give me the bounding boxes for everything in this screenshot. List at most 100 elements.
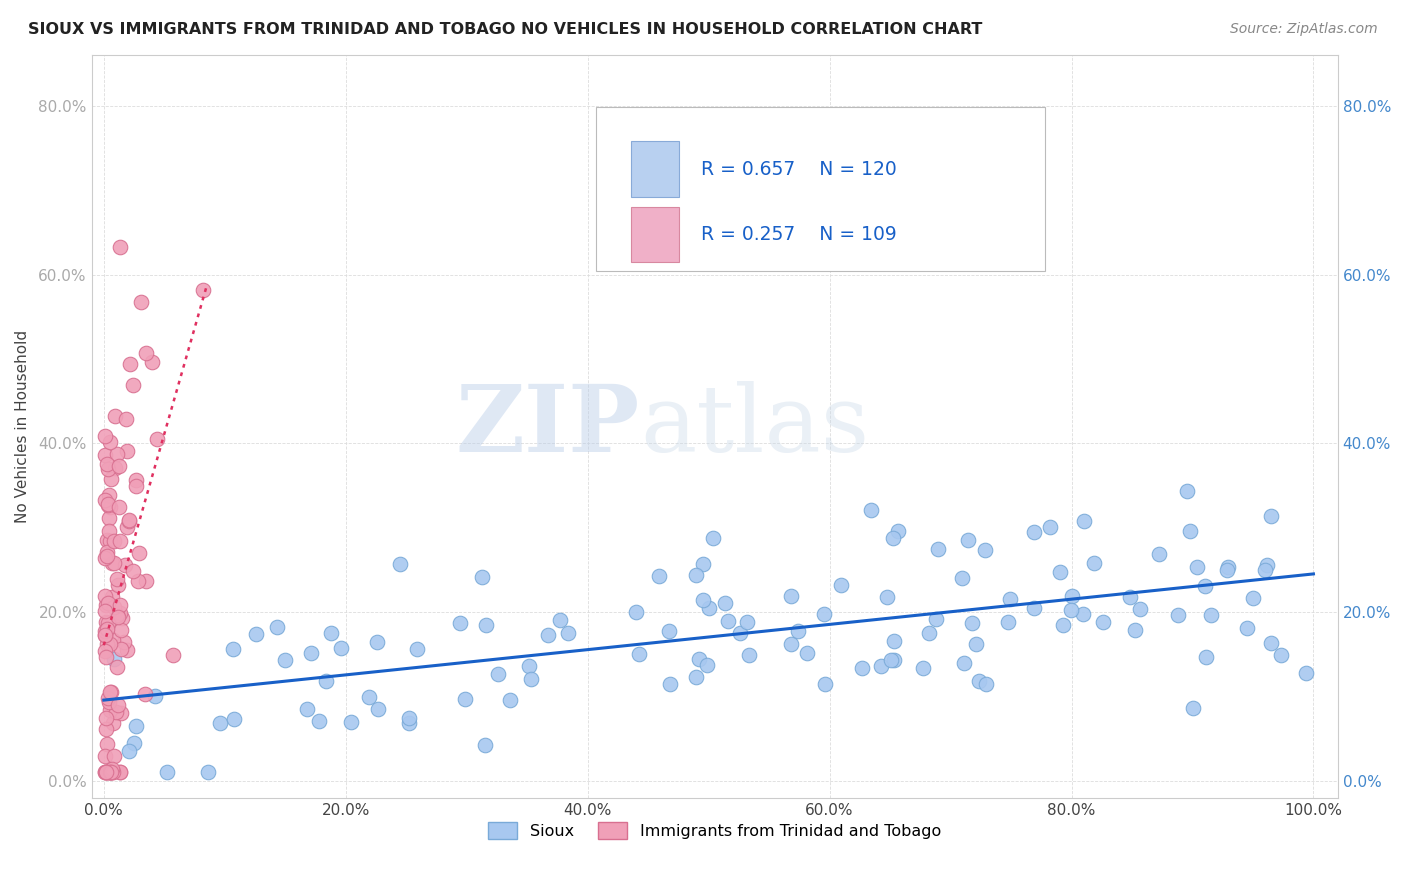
Point xyxy=(103,557,125,571)
Point xyxy=(887,524,910,539)
Point xyxy=(730,626,752,640)
Point xyxy=(108,534,131,549)
Point xyxy=(97,596,120,610)
Point xyxy=(1147,547,1170,561)
Point xyxy=(692,593,714,607)
Point xyxy=(115,643,138,657)
Point xyxy=(98,637,121,651)
Point xyxy=(367,702,389,716)
Point xyxy=(965,637,987,651)
Point xyxy=(98,435,121,450)
Point xyxy=(1253,563,1275,577)
Point xyxy=(851,661,873,675)
Point xyxy=(103,749,125,764)
Point xyxy=(100,765,122,780)
Point xyxy=(1167,607,1189,622)
Point xyxy=(659,676,682,690)
Point xyxy=(103,652,125,666)
Point xyxy=(94,765,117,780)
Point xyxy=(125,719,148,733)
Point xyxy=(883,652,905,666)
Point xyxy=(110,598,132,612)
Point xyxy=(120,357,142,371)
Point xyxy=(97,462,120,476)
Point xyxy=(115,412,138,426)
Point xyxy=(191,284,214,298)
Point xyxy=(876,591,898,605)
Point xyxy=(128,546,150,560)
Point xyxy=(1199,607,1222,622)
Point xyxy=(997,615,1019,629)
Point xyxy=(882,531,904,545)
Point xyxy=(110,240,132,254)
Point xyxy=(880,653,903,667)
Point xyxy=(779,589,801,603)
Point xyxy=(813,607,835,621)
Point xyxy=(486,667,509,681)
Point xyxy=(103,765,125,780)
Point xyxy=(266,620,288,634)
Point xyxy=(1060,603,1083,617)
Point xyxy=(780,637,803,651)
Point xyxy=(308,714,330,728)
Point xyxy=(107,458,129,473)
Point xyxy=(103,600,125,615)
Text: SIOUX VS IMMIGRANTS FROM TRINIDAD AND TOBAGO NO VEHICLES IN HOUSEHOLD CORRELATIO: SIOUX VS IMMIGRANTS FROM TRINIDAD AND TO… xyxy=(28,22,983,37)
Point xyxy=(1052,617,1074,632)
Point xyxy=(1215,562,1237,576)
Point xyxy=(274,653,297,667)
Point xyxy=(110,606,132,620)
Point xyxy=(125,479,148,493)
Point xyxy=(796,646,818,660)
Point xyxy=(94,765,117,780)
FancyBboxPatch shape xyxy=(631,141,679,197)
Point xyxy=(517,658,540,673)
Point xyxy=(103,533,125,548)
Point xyxy=(1270,648,1292,663)
Point xyxy=(127,574,149,588)
Point xyxy=(107,607,129,622)
Point xyxy=(98,534,121,549)
Point xyxy=(1260,508,1282,523)
Point xyxy=(499,693,522,707)
Point xyxy=(883,634,905,648)
Point xyxy=(1129,602,1152,616)
Point xyxy=(814,676,837,690)
FancyBboxPatch shape xyxy=(596,107,1045,270)
Point xyxy=(295,702,318,716)
Point xyxy=(96,598,118,612)
Point xyxy=(1060,589,1083,603)
Point xyxy=(107,610,129,624)
Point xyxy=(1260,635,1282,649)
Point xyxy=(648,569,671,583)
Point xyxy=(105,706,128,720)
Point xyxy=(98,765,121,780)
Point xyxy=(135,574,157,589)
Point xyxy=(1236,621,1258,635)
Point xyxy=(735,615,758,629)
Point xyxy=(97,616,120,631)
Point xyxy=(96,765,118,780)
Point xyxy=(340,714,363,729)
Point xyxy=(548,613,571,627)
Point xyxy=(135,346,157,360)
Point xyxy=(911,661,934,675)
Point xyxy=(454,691,477,706)
Point xyxy=(107,572,129,586)
Point xyxy=(101,763,124,777)
Point xyxy=(688,652,710,666)
Point xyxy=(859,503,882,517)
Point xyxy=(998,591,1021,606)
Point xyxy=(122,378,145,392)
Point xyxy=(94,428,117,442)
Point xyxy=(702,531,724,545)
Point xyxy=(927,542,949,557)
Point xyxy=(110,642,132,657)
Point xyxy=(118,514,141,528)
Point xyxy=(1180,524,1202,538)
Point xyxy=(208,716,231,731)
Point xyxy=(1022,600,1045,615)
Point xyxy=(1119,590,1142,604)
Point xyxy=(870,659,893,673)
Point xyxy=(786,624,808,638)
